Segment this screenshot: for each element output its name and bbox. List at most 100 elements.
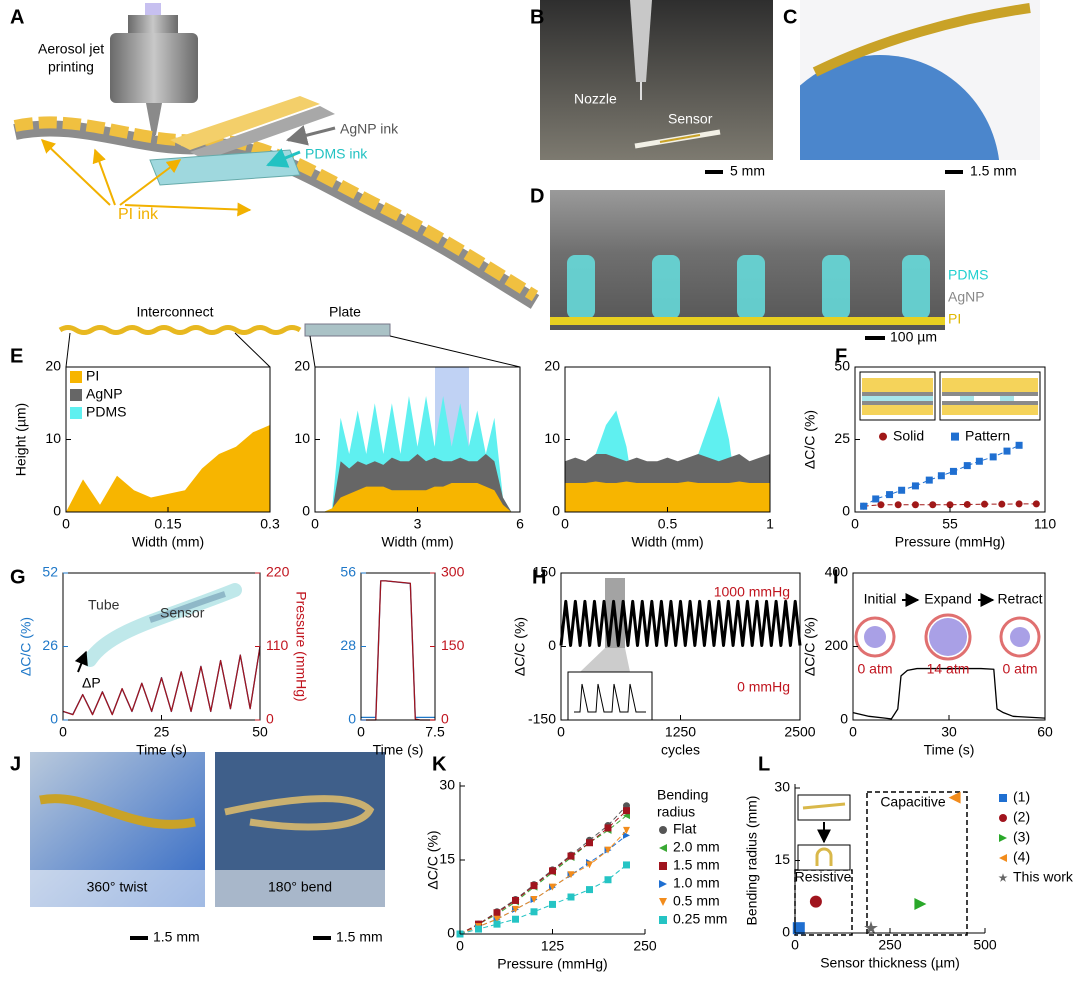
marker xyxy=(810,896,822,908)
y-tick-label: 0 xyxy=(552,503,560,519)
label: printing xyxy=(48,59,94,75)
y-tick-label: 0 xyxy=(782,924,790,940)
y-tick-label: 0 xyxy=(447,925,455,941)
marker xyxy=(568,853,575,860)
marker xyxy=(864,921,878,934)
marker xyxy=(898,487,905,494)
line xyxy=(561,601,800,645)
label: PDMS xyxy=(948,267,988,283)
marker xyxy=(586,839,593,846)
marker xyxy=(912,501,919,508)
legend-marker xyxy=(879,433,887,441)
y2-tick-label: 0 xyxy=(441,711,449,727)
x-tick-label: 250 xyxy=(633,938,657,954)
y-tick-label: 26 xyxy=(42,637,58,653)
y-tick-label: 20 xyxy=(294,358,310,374)
y-axis-label: ΔC/C (%) xyxy=(802,410,818,469)
y-tick-label: 0 xyxy=(302,503,310,519)
x-tick-label: 500 xyxy=(973,937,997,953)
x-tick-label: 25 xyxy=(154,724,170,740)
label: Sensor xyxy=(668,111,713,127)
x-tick-label: 0 xyxy=(557,724,565,740)
legend-label: This work xyxy=(1013,869,1074,885)
y-axis-label: ΔC/C (%) xyxy=(425,830,441,889)
legend-label: Solid xyxy=(893,427,924,443)
x-tick-label: 0.3 xyxy=(260,516,280,532)
legend-marker xyxy=(951,433,959,441)
marker xyxy=(549,901,556,908)
x-axis-label: Pressure (mmHg) xyxy=(497,956,607,972)
marker xyxy=(938,472,945,479)
marker xyxy=(895,501,902,508)
line xyxy=(361,581,435,720)
caption: 360° twist xyxy=(87,879,148,895)
x-tick-label: 3 xyxy=(414,516,422,532)
area xyxy=(66,425,270,512)
legend-marker xyxy=(998,873,1007,882)
y-tick-label: 28 xyxy=(340,637,356,653)
legend-label: (2) xyxy=(1013,809,1030,825)
marker xyxy=(926,477,933,484)
legend-title: Bending xyxy=(657,787,708,803)
y-axis-label: Bending radius (mm) xyxy=(744,796,760,926)
legend-marker xyxy=(659,826,667,834)
marker xyxy=(1033,500,1040,507)
x-tick-label: 55 xyxy=(942,516,958,532)
label: Interconnect xyxy=(136,304,213,320)
label: PDMS ink xyxy=(305,146,368,162)
marker xyxy=(981,501,988,508)
y-axis-label: ΔC/C (%) xyxy=(802,617,818,676)
scale-label: 100 µm xyxy=(890,329,937,345)
x-tick-label: 0 xyxy=(357,724,365,740)
marker xyxy=(950,468,957,475)
panel-label: C xyxy=(783,6,797,28)
x-tick-label: 30 xyxy=(941,724,957,740)
legend-label: PDMS xyxy=(86,404,126,420)
annotation: 14 atm xyxy=(927,661,970,677)
label: Plate xyxy=(329,304,361,320)
braid-illustration xyxy=(15,96,535,302)
marker xyxy=(586,886,593,893)
legend-marker xyxy=(659,880,667,888)
label: PI xyxy=(948,311,961,327)
x-tick-label: 0.15 xyxy=(154,516,181,532)
x-tick-label: 0 xyxy=(59,724,67,740)
x-axis-label: Sensor thickness (µm) xyxy=(820,955,960,971)
legend-label: 1.0 mm xyxy=(673,875,720,891)
marker xyxy=(568,894,575,901)
plot-frame xyxy=(361,573,435,720)
panel-label: K xyxy=(432,753,447,775)
marker xyxy=(512,897,519,904)
legend-swatch xyxy=(70,371,82,383)
y-tick-label: 10 xyxy=(544,430,560,446)
x-tick-label: 250 xyxy=(878,937,902,953)
y-tick-label: 56 xyxy=(340,564,356,580)
legend-marker xyxy=(659,844,667,852)
fit-line xyxy=(460,811,627,934)
x-axis-label: Time (s) xyxy=(924,742,975,758)
legend-label: 1.5 mm xyxy=(673,857,720,873)
y-tick-label: 10 xyxy=(45,430,61,446)
y-axis-label: ΔC/C (%) xyxy=(512,617,528,676)
x-tick-label: 1 xyxy=(766,516,774,532)
inset xyxy=(568,672,652,720)
marker xyxy=(929,501,936,508)
y-tick-label: 0 xyxy=(53,503,61,519)
fit-line xyxy=(460,835,627,934)
legend-marker xyxy=(999,834,1007,842)
x-tick-label: 0.5 xyxy=(658,516,678,532)
y2-tick-label: 0 xyxy=(266,711,274,727)
scale-label: 1.5 mm xyxy=(336,929,383,945)
marker xyxy=(1016,442,1023,449)
x-tick-label: 1250 xyxy=(665,724,696,740)
x-tick-label: 0 xyxy=(849,724,857,740)
y-tick-label: 200 xyxy=(825,637,849,653)
y-tick-label: 30 xyxy=(774,779,790,795)
y-tick-label: 15 xyxy=(774,851,790,867)
marker xyxy=(623,807,630,814)
page: A B C D E F G H I J K L Aerosol jet prin… xyxy=(0,0,1074,981)
x-tick-label: 0 xyxy=(791,937,799,953)
legend-label: Pattern xyxy=(965,427,1010,443)
marker xyxy=(872,495,879,502)
photo xyxy=(540,0,773,160)
